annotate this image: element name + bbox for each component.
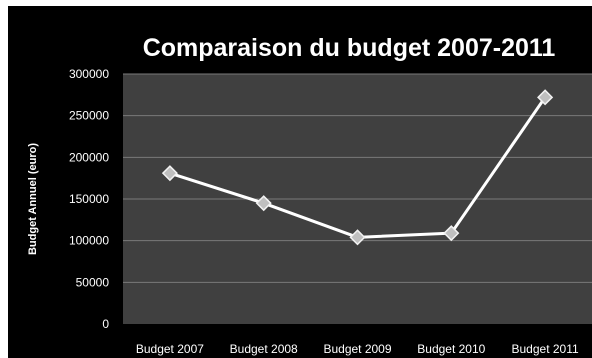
data-point bbox=[443, 225, 460, 242]
gridlines bbox=[123, 73, 592, 283]
x-tick-label: Budget 2008 bbox=[230, 342, 298, 356]
data-point bbox=[255, 195, 272, 212]
data-point bbox=[537, 89, 554, 106]
y-tick-label: 100000 bbox=[69, 234, 109, 248]
x-tick-label: Budget 2011 bbox=[512, 342, 579, 356]
x-tick-label: Budget 2007 bbox=[136, 342, 204, 356]
data-point bbox=[349, 229, 366, 246]
y-axis-ticks: 0 50000 100000 150000 200000 250000 300000 bbox=[69, 67, 109, 331]
y-tick-label: 50000 bbox=[76, 275, 110, 289]
x-axis-ticks: Budget 2007 Budget 2008 Budget 2009 Budget … bbox=[136, 342, 579, 356]
y-axis-label: Budget Annuel (euro) bbox=[27, 143, 39, 255]
data-points bbox=[161, 89, 554, 246]
x-tick-label: Budget 2010 bbox=[417, 342, 485, 356]
y-tick-label: 300000 bbox=[69, 67, 109, 81]
y-tick-label: 250000 bbox=[69, 109, 109, 123]
y-tick-label: 0 bbox=[102, 317, 109, 331]
x-tick-label: Budget 2009 bbox=[323, 342, 391, 356]
data-point bbox=[161, 165, 178, 182]
y-tick-label: 150000 bbox=[69, 192, 109, 206]
chart-title: Comparaison du budget 2007-2011 bbox=[143, 34, 556, 62]
y-tick-label: 200000 bbox=[69, 150, 109, 164]
